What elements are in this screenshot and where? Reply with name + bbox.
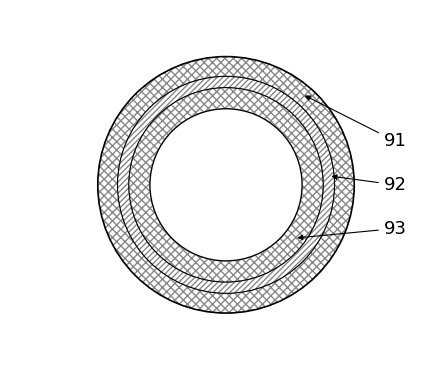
Circle shape (150, 109, 302, 261)
Text: 92: 92 (333, 175, 407, 194)
Text: 93: 93 (298, 220, 407, 240)
Text: 91: 91 (306, 96, 407, 150)
